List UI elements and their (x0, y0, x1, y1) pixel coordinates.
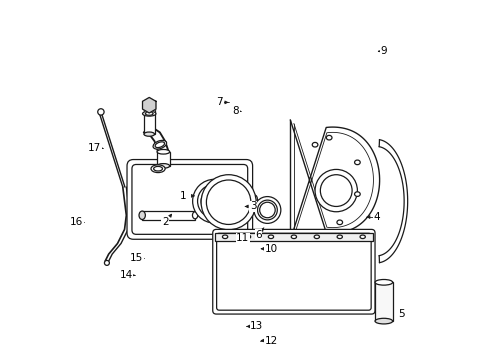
Ellipse shape (143, 107, 154, 112)
Bar (214, 233, 372, 241)
Text: 8: 8 (232, 106, 239, 116)
Ellipse shape (374, 318, 392, 324)
Text: 10: 10 (264, 244, 277, 254)
Text: 3: 3 (249, 202, 256, 211)
Text: 5: 5 (397, 309, 404, 319)
Ellipse shape (291, 235, 296, 239)
Text: 12: 12 (264, 336, 277, 346)
Ellipse shape (139, 211, 145, 220)
Bar (143, 109, 154, 134)
Circle shape (314, 170, 357, 212)
Circle shape (201, 188, 227, 215)
Ellipse shape (252, 195, 257, 204)
Text: 7: 7 (216, 98, 223, 107)
Ellipse shape (245, 235, 250, 239)
Ellipse shape (155, 142, 164, 148)
Bar (142, 211, 195, 220)
Circle shape (192, 179, 236, 223)
Text: 1: 1 (179, 191, 186, 201)
Circle shape (257, 200, 277, 220)
Ellipse shape (244, 195, 248, 204)
Ellipse shape (354, 192, 360, 197)
Text: 4: 4 (373, 212, 379, 222)
Text: 6: 6 (255, 230, 262, 240)
Ellipse shape (313, 235, 319, 239)
Ellipse shape (142, 111, 156, 116)
Text: 2: 2 (162, 217, 168, 227)
Ellipse shape (222, 235, 227, 239)
Ellipse shape (312, 143, 317, 147)
Circle shape (320, 175, 351, 207)
Ellipse shape (157, 149, 169, 154)
Circle shape (197, 184, 231, 218)
FancyBboxPatch shape (132, 165, 247, 234)
Text: 15: 15 (130, 253, 143, 262)
Ellipse shape (151, 165, 165, 172)
Ellipse shape (157, 163, 169, 168)
Text: 14: 14 (120, 270, 133, 280)
Ellipse shape (354, 160, 360, 165)
Text: 17: 17 (88, 143, 101, 153)
FancyBboxPatch shape (212, 229, 374, 314)
Ellipse shape (153, 140, 166, 149)
Circle shape (201, 175, 256, 230)
Ellipse shape (192, 212, 197, 219)
Bar (374, 282, 392, 321)
Ellipse shape (153, 166, 162, 171)
Circle shape (210, 198, 218, 205)
Text: 11: 11 (236, 233, 249, 243)
Bar (246, 195, 255, 204)
FancyBboxPatch shape (216, 233, 370, 310)
Circle shape (206, 180, 250, 224)
Ellipse shape (359, 235, 365, 239)
Ellipse shape (145, 112, 153, 115)
Circle shape (98, 109, 104, 115)
Ellipse shape (336, 220, 342, 225)
Ellipse shape (325, 135, 331, 140)
Polygon shape (142, 98, 156, 113)
Text: 16: 16 (70, 217, 83, 227)
Ellipse shape (374, 279, 392, 285)
Circle shape (104, 260, 109, 265)
Bar (146, 105, 152, 109)
Ellipse shape (336, 235, 342, 239)
Circle shape (259, 202, 275, 218)
Text: 9: 9 (380, 46, 386, 56)
Text: 13: 13 (250, 321, 263, 332)
Circle shape (253, 197, 280, 224)
Ellipse shape (143, 132, 154, 136)
Bar (157, 152, 169, 166)
FancyBboxPatch shape (127, 159, 252, 239)
Ellipse shape (268, 235, 273, 239)
